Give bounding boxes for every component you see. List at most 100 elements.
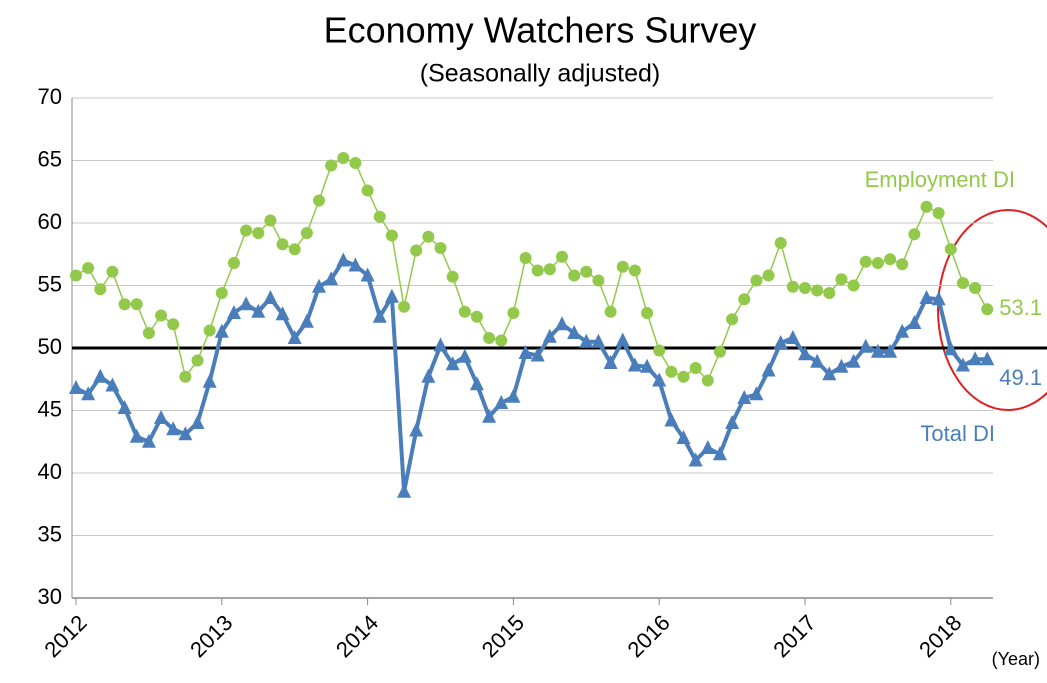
- marker: [94, 283, 107, 296]
- marker: [239, 296, 254, 311]
- chart-title: Economy Watchers Survey: [324, 10, 757, 51]
- marker: [895, 323, 910, 338]
- y-tick-label: 45: [38, 396, 62, 421]
- marker: [944, 243, 957, 256]
- marker: [786, 280, 799, 293]
- x-tick-label: 2017: [768, 610, 820, 662]
- marker: [263, 290, 278, 304]
- marker: [385, 229, 398, 242]
- marker: [567, 325, 582, 339]
- x-tick-label: 2015: [477, 610, 529, 662]
- series-line: [75, 258, 988, 494]
- marker: [434, 242, 447, 254]
- marker: [908, 228, 921, 241]
- marker: [483, 332, 496, 344]
- marker: [738, 293, 751, 306]
- marker: [506, 388, 521, 403]
- marker: [105, 377, 120, 392]
- marker: [300, 227, 313, 239]
- marker: [858, 338, 873, 353]
- marker: [336, 252, 351, 267]
- marker: [834, 358, 849, 373]
- marker: [409, 422, 424, 437]
- chart-subtitle: (Seasonally adjusted): [420, 60, 660, 88]
- marker: [591, 333, 606, 348]
- x-tick-label: 2012: [39, 610, 91, 662]
- series-label: Employment DI: [865, 167, 1015, 192]
- marker: [397, 483, 412, 498]
- marker: [69, 380, 83, 394]
- marker: [312, 278, 326, 293]
- marker: [422, 230, 435, 243]
- marker: [445, 356, 460, 371]
- marker: [616, 260, 629, 273]
- marker: [518, 345, 533, 359]
- y-tick-label: 70: [38, 84, 62, 109]
- marker: [579, 333, 594, 348]
- series-line: [75, 157, 988, 382]
- marker: [701, 374, 714, 387]
- marker: [118, 298, 131, 311]
- marker: [348, 257, 363, 272]
- marker: [482, 408, 497, 423]
- marker: [313, 194, 325, 207]
- value-label: 49.1: [999, 365, 1042, 390]
- marker: [712, 446, 727, 461]
- marker: [227, 257, 240, 269]
- marker: [835, 273, 848, 286]
- marker: [410, 244, 423, 257]
- marker: [604, 305, 617, 318]
- marker: [531, 264, 544, 277]
- marker: [130, 298, 143, 311]
- y-tick-label: 40: [38, 459, 62, 484]
- marker: [919, 290, 934, 304]
- marker: [215, 287, 228, 299]
- marker: [276, 238, 289, 251]
- marker: [969, 282, 982, 294]
- marker: [932, 207, 945, 219]
- marker: [507, 307, 520, 319]
- x-tick-label: 2013: [185, 610, 237, 662]
- marker: [530, 347, 545, 362]
- series-label: Total DI: [920, 421, 995, 446]
- marker: [555, 316, 569, 331]
- marker: [154, 410, 169, 424]
- marker: [542, 328, 557, 343]
- marker: [288, 243, 301, 256]
- marker: [896, 258, 909, 271]
- marker: [543, 263, 556, 276]
- marker: [700, 440, 715, 454]
- marker: [689, 362, 702, 374]
- marker: [847, 279, 860, 292]
- marker: [907, 315, 922, 329]
- marker: [726, 313, 739, 326]
- marker: [955, 357, 970, 372]
- marker: [433, 337, 448, 352]
- marker: [931, 291, 946, 306]
- marker: [785, 330, 800, 344]
- marker: [325, 159, 338, 172]
- marker: [252, 227, 265, 239]
- marker: [202, 373, 217, 388]
- marker: [653, 344, 666, 357]
- marker: [240, 224, 253, 237]
- marker: [398, 300, 411, 313]
- marker: [652, 372, 667, 387]
- x-tick-label: 2016: [623, 610, 675, 662]
- y-tick-label: 60: [38, 209, 62, 234]
- marker: [372, 308, 387, 323]
- marker: [141, 433, 156, 448]
- x-axis-label: (Year): [992, 649, 1040, 669]
- marker: [592, 274, 605, 287]
- marker: [750, 274, 763, 287]
- marker: [883, 343, 898, 358]
- marker: [870, 343, 885, 358]
- marker: [737, 390, 752, 404]
- marker: [495, 334, 508, 347]
- marker: [871, 257, 884, 269]
- x-tick-label: 2014: [331, 610, 383, 662]
- marker: [324, 271, 339, 286]
- marker: [799, 282, 811, 294]
- marker: [167, 318, 180, 331]
